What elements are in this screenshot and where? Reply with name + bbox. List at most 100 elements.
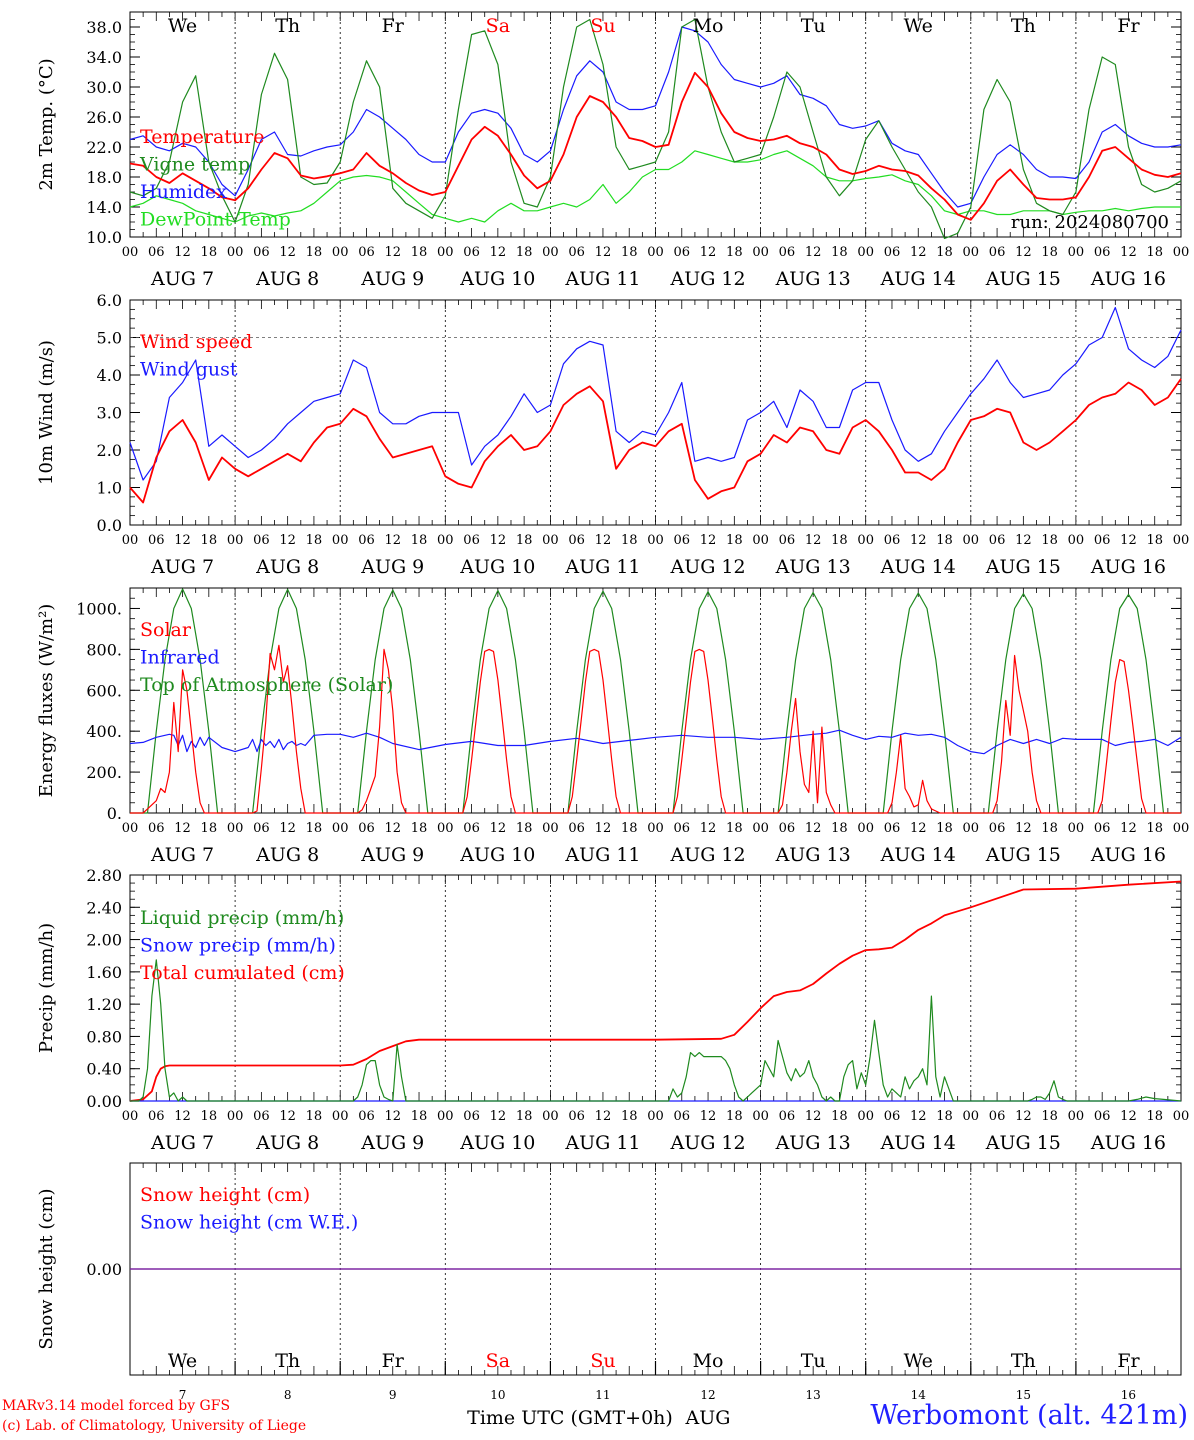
- hour-tick-label: 06: [568, 533, 585, 548]
- hour-tick-label: 00: [1068, 245, 1085, 260]
- hour-tick-label: 00: [1068, 821, 1085, 836]
- day-number-label: 8: [284, 1388, 292, 1402]
- series-line-temperature: [129, 71, 1182, 221]
- hour-tick-label: 06: [884, 533, 901, 548]
- date-label: AUG 7: [150, 556, 214, 578]
- hour-tick-label: 06: [358, 245, 375, 260]
- hour-tick-label: 12: [700, 533, 717, 548]
- legend-entry: Humidex: [140, 181, 227, 203]
- day-number-label: 13: [806, 1388, 821, 1402]
- hour-tick-label: 12: [595, 245, 612, 260]
- legend-entry: Wind gust: [140, 359, 238, 381]
- legend-entry: Total cumulated (cm): [140, 962, 345, 984]
- hour-tick-label: 12: [700, 245, 717, 260]
- date-label: AUG 11: [564, 844, 640, 866]
- y-tick-label: 400.: [86, 722, 122, 741]
- date-label: AUG 15: [985, 1132, 1061, 1154]
- hour-tick-label: 18: [726, 1109, 743, 1124]
- weekday-label: We: [168, 15, 197, 37]
- y-tick-label: 1.20: [86, 995, 122, 1014]
- legend-entry: Infrared: [140, 647, 220, 669]
- hour-tick-label: 18: [831, 533, 848, 548]
- weekday-label: Tu: [801, 15, 826, 37]
- weekday-label: Th: [275, 15, 300, 37]
- date-label: AUG 12: [669, 1132, 745, 1154]
- hour-tick-label: 06: [568, 1109, 585, 1124]
- date-label: AUG 8: [255, 844, 319, 866]
- series-line-wind-speed: [129, 378, 1182, 504]
- hour-tick-label: 06: [989, 245, 1006, 260]
- hour-tick-label: 06: [779, 245, 796, 260]
- hour-tick-label: 18: [936, 533, 953, 548]
- hour-tick-label: 00: [1173, 821, 1190, 836]
- month-label: AUG: [685, 1407, 731, 1429]
- legend-entry: Temperature: [140, 126, 264, 148]
- weekday-label: Su: [590, 1350, 615, 1372]
- hour-tick-label: 12: [595, 821, 612, 836]
- hour-tick-label: 12: [279, 245, 296, 260]
- hour-tick-label: 06: [884, 821, 901, 836]
- date-label: AUG 14: [880, 1132, 956, 1154]
- panel-2: 0.0 1.0 2.0 3.0 4.0 5.0 6.0 10m Wind (m/s) Wind …: [36, 291, 1189, 578]
- hour-tick-label: 18: [1146, 245, 1163, 260]
- hour-tick-label: 12: [595, 1109, 612, 1124]
- hour-tick-label: 18: [201, 821, 218, 836]
- hour-tick-label: 18: [726, 821, 743, 836]
- hour-tick-label: 06: [463, 1109, 480, 1124]
- date-label: AUG 12: [669, 844, 745, 866]
- hour-tick-label: 06: [989, 821, 1006, 836]
- weekday-label: Sa: [486, 1350, 510, 1372]
- hour-tick-label: 06: [674, 821, 691, 836]
- date-label: AUG 16: [1090, 556, 1166, 578]
- hour-tick-label: 18: [1146, 821, 1163, 836]
- hour-tick-label: 12: [1015, 1109, 1032, 1124]
- y-tick-label: 26.0: [86, 108, 122, 127]
- hour-tick-label: 12: [490, 1109, 507, 1124]
- hour-tick-label: 00: [963, 821, 980, 836]
- hour-tick-label: 00: [1173, 1109, 1190, 1124]
- y-tick-label: 2.00: [86, 931, 122, 950]
- y-tick-label: 2.0: [97, 441, 122, 460]
- hour-tick-label: 12: [490, 245, 507, 260]
- hour-tick-label: 06: [989, 533, 1006, 548]
- run-label: run: 2024080700: [1011, 212, 1169, 233]
- weekday-label: Mo: [693, 1350, 724, 1372]
- date-label: AUG 10: [459, 556, 535, 578]
- hour-tick-label: 06: [1094, 245, 1111, 260]
- hour-tick-label: 18: [1041, 533, 1058, 548]
- date-label: AUG 11: [564, 556, 640, 578]
- day-number-label: 10: [490, 1388, 505, 1402]
- hour-tick-label: 00: [857, 245, 874, 260]
- date-label: AUG 9: [360, 556, 424, 578]
- hour-tick-label: 18: [726, 245, 743, 260]
- legend-entry: Snow precip (mm/h): [140, 935, 336, 957]
- y-tick-label: 0.40: [86, 1060, 122, 1079]
- y-tick-label: 3.0: [97, 404, 122, 423]
- hour-tick-label: 00: [857, 1109, 874, 1124]
- hour-tick-label: 18: [936, 1109, 953, 1124]
- hour-tick-label: 18: [306, 1109, 323, 1124]
- y-tick-label: 0.80: [86, 1027, 122, 1046]
- panel-4: 0.00 0.40 0.80 1.20 1.60 2.00 2.40 2.80 Precip (…: [36, 866, 1189, 1154]
- weekday-label: Fr: [382, 1350, 405, 1372]
- y-axis-label: Snow height (cm): [36, 1188, 57, 1349]
- hour-tick-label: 00: [122, 821, 139, 836]
- y-tick-label: 2.40: [86, 898, 122, 917]
- date-label: AUG 10: [459, 844, 535, 866]
- series-line-infrared: [129, 729, 1182, 755]
- hour-tick-label: 12: [1015, 821, 1032, 836]
- hour-tick-label: 00: [332, 1109, 349, 1124]
- hour-tick-label: 12: [700, 1109, 717, 1124]
- series-line-liquid-precip-mm-h-: [130, 959, 1182, 1102]
- hour-tick-label: 06: [1094, 1109, 1111, 1124]
- hour-tick-label: 18: [411, 1109, 428, 1124]
- hour-tick-label: 18: [621, 1109, 638, 1124]
- hour-tick-label: 12: [174, 1109, 191, 1124]
- hour-tick-label: 18: [516, 1109, 533, 1124]
- date-label: AUG 14: [880, 844, 956, 866]
- hour-tick-label: 12: [174, 245, 191, 260]
- model-credit: MARv3.14 model forced by GFS: [2, 1398, 231, 1414]
- hour-tick-label: 00: [437, 533, 454, 548]
- hour-tick-label: 12: [490, 533, 507, 548]
